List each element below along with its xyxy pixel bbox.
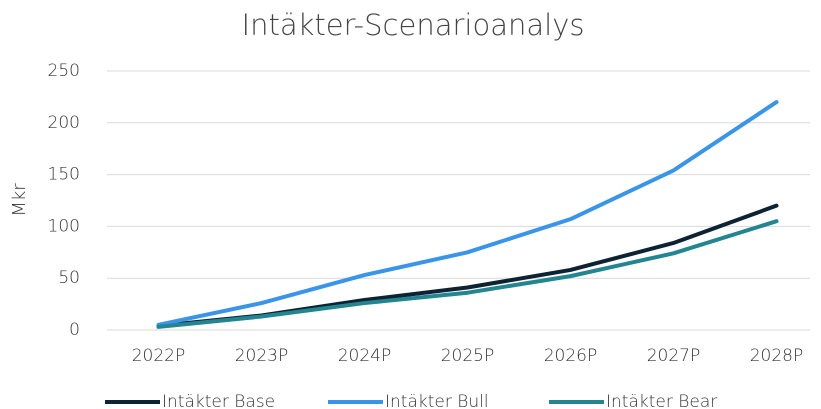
series-line [156,100,779,327]
y-tick-label: 150 [48,165,80,185]
x-tick-label: 2023P [235,346,289,366]
chart-title: Intäkter-Scenarioanalys [242,8,585,42]
legend-label: Intäkter Base [162,392,275,409]
y-tick-label: 250 [48,61,80,81]
x-tick-label: 2024P [338,346,392,366]
y-tick-label: 50 [58,268,80,288]
x-tick-label: 2028P [750,346,804,366]
y-tick-label: 100 [48,216,80,236]
x-tick-label: 2025P [441,346,495,366]
series-line [156,203,779,328]
y-tick-label: 0 [69,320,80,340]
legend-label: Intäkter Bear [606,392,717,409]
y-tick-label: 200 [48,113,80,133]
series-line [156,219,779,329]
x-tick-label: 2022P [132,346,186,366]
legend-label: Intäkter Bull [385,392,489,409]
x-tick-label: 2027P [647,346,701,366]
x-tick-label: 2026P [544,346,598,366]
y-axis-label: Mkr [9,183,30,217]
